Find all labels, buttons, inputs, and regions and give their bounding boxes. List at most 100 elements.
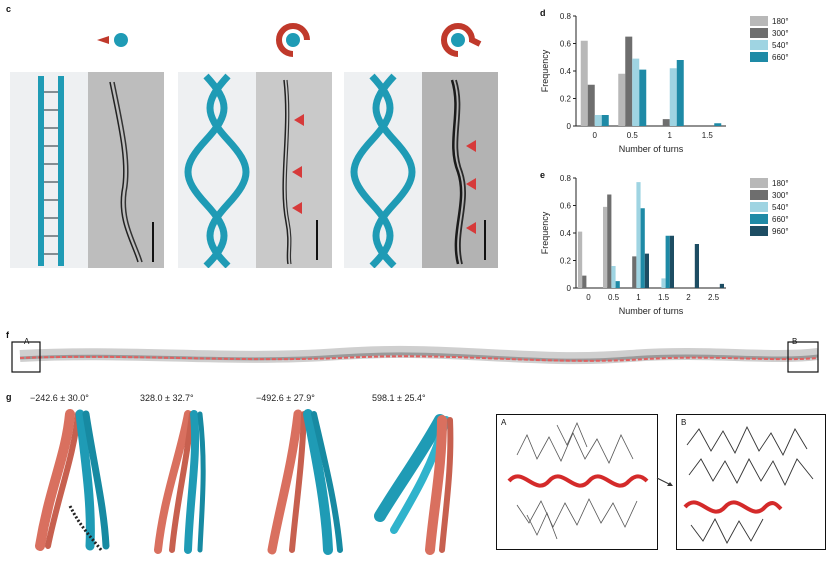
- chart-e-legend-label: 300°: [772, 191, 789, 200]
- detail-inset-b: B: [676, 414, 826, 550]
- chart-d-y-tick-label: 0: [567, 122, 572, 131]
- chart-d-bar: [662, 119, 670, 126]
- chart-e-x-label: Number of turns: [619, 306, 684, 316]
- chart-e-y-label: Frequency: [540, 211, 550, 254]
- panel-label-f: f: [6, 330, 9, 340]
- micrograph-twisted-2: [422, 72, 498, 268]
- md-ensemble-1: [35, 409, 110, 552]
- chart-d-x-tick-label: 0.5: [627, 131, 639, 140]
- chart-d-bar: [594, 115, 602, 126]
- chart-e-legend-label: 960°: [772, 227, 789, 236]
- chart-e-bar: [665, 235, 670, 288]
- chart-d-legend-label: 300°: [772, 29, 789, 38]
- chart-d-bar: [714, 123, 722, 126]
- chart-e-legend-swatch: [750, 214, 768, 224]
- chart-e-x-tick-label: 0: [586, 293, 591, 302]
- chart-e-bar: [611, 266, 616, 288]
- panel-label-d: d: [540, 8, 546, 18]
- chart-d-x-label: Number of turns: [619, 144, 684, 154]
- micrograph-twisted-1: [256, 72, 332, 268]
- md-ensemble-4: [374, 414, 454, 555]
- chart-e-bar: [578, 231, 583, 288]
- chart-e-y-tick-label: 0: [567, 284, 572, 293]
- chart-d-bar: [601, 115, 609, 126]
- chart-e-x-tick-label: 2.5: [708, 293, 720, 302]
- chart-e-x-tick-label: 0.5: [608, 293, 620, 302]
- chart-d-y-tick-label: 0.6: [560, 40, 572, 49]
- chart-e-legend-swatch: [750, 178, 768, 188]
- chart-d-bar: [676, 60, 684, 126]
- chart-d-x-tick-label: 1: [668, 131, 673, 140]
- chart-d-legend-swatch: [750, 40, 768, 50]
- chart-d-y-tick-label: 0.8: [560, 12, 572, 21]
- chart-d-bar: [580, 40, 588, 126]
- chart-e-bar: [694, 244, 699, 288]
- chart-d-bar: [632, 58, 640, 126]
- chart-d-legend-label: 540°: [772, 41, 789, 50]
- chart-e-legend-label: 180°: [772, 179, 789, 188]
- linear-structure-icon: [97, 33, 128, 47]
- chart-d: 0 0.2 0.4 0.6 0.8 0 0.5 1 1.5 Number of turns Freq…: [540, 12, 789, 154]
- detail-inset-a-label: A: [501, 418, 507, 427]
- angle-label-4: 598.1 ± 25.4°: [372, 393, 426, 403]
- chart-d-bar: [618, 73, 626, 126]
- coiled-structure-icon-1: [276, 23, 310, 57]
- chart-e-bar: [644, 253, 649, 288]
- chart-d-legend-label: 660°: [772, 53, 789, 62]
- chart-e-bar: [661, 278, 666, 288]
- chart-d-bar: [639, 69, 647, 126]
- twisted-helix-diagram-2: [350, 73, 416, 268]
- chart-e-bar: [603, 206, 608, 288]
- angle-label-1: −242.6 ± 30.0°: [30, 393, 89, 403]
- straight-ladder-diagram: [38, 76, 64, 266]
- chart-d-y-label: Frequency: [540, 49, 550, 92]
- ladder-diagram-bg: [10, 72, 88, 268]
- chart-d-legend-swatch: [750, 52, 768, 62]
- chart-d-bar: [587, 84, 595, 126]
- chart-e-bar: [636, 182, 641, 288]
- chart-e-x-tick-label: 2: [686, 293, 691, 302]
- chart-d-legend-label: 180°: [772, 17, 789, 26]
- chart-e-x-tick-label: 1: [636, 293, 641, 302]
- chart-d-y-tick-label: 0.4: [560, 67, 572, 76]
- angle-label-2: 328.0 ± 32.7°: [140, 393, 194, 403]
- chart-d-legend-swatch: [750, 16, 768, 26]
- chart-e-legend-swatch: [750, 226, 768, 236]
- chart-e-bar: [607, 194, 612, 288]
- chart-e-bar: [719, 283, 724, 288]
- chart-e-bar: [632, 256, 637, 288]
- full-length-structure-render: [11, 341, 819, 373]
- chart-e-legend-swatch: [750, 190, 768, 200]
- arrow-icon: [656, 477, 673, 486]
- chart-e-bar: [640, 208, 645, 288]
- twisted-helix-diagram-1: [184, 73, 250, 268]
- md-ensemble-2: [154, 410, 206, 554]
- chart-d-x-tick-label: 1.5: [702, 131, 714, 140]
- panel-label-g: g: [6, 392, 12, 402]
- micrograph-straight: [88, 72, 164, 268]
- chart-e: 0 0.2 0.4 0.6 0.8 0 0.5 1 1.5 2 2.5 Number of turns…: [540, 174, 789, 316]
- chart-e-y-tick-label: 0.6: [560, 202, 572, 211]
- chart-d-y-tick-label: 0.2: [560, 95, 572, 104]
- md-ensemble-3: [267, 409, 343, 555]
- chart-e-bar: [582, 275, 587, 288]
- chart-d-bar: [625, 36, 633, 126]
- panel-label-c: c: [6, 4, 12, 14]
- chart-e-legend-label: 540°: [772, 203, 789, 212]
- chart-e-x-tick-label: 1.5: [658, 293, 670, 302]
- chart-e-bar: [669, 235, 674, 288]
- chart-d-x-tick-label: 0: [593, 131, 598, 140]
- chart-e-y-tick-label: 0.4: [560, 229, 572, 238]
- chart-e-y-tick-label: 0.8: [560, 174, 572, 183]
- chart-d-bar: [669, 68, 677, 126]
- chart-e-legend-label: 660°: [772, 215, 789, 224]
- panel-label-e: e: [540, 170, 546, 180]
- chart-e-bar: [615, 281, 620, 288]
- angle-label-3: −492.6 ± 27.9°: [256, 393, 315, 403]
- chart-d-legend-swatch: [750, 28, 768, 38]
- chart-e-legend-swatch: [750, 202, 768, 212]
- chart-e-y-tick-label: 0.2: [560, 257, 572, 266]
- detail-inset-a: A: [496, 414, 658, 550]
- detail-inset-b-label: B: [681, 418, 687, 427]
- coiled-structure-icon-2: [441, 23, 482, 57]
